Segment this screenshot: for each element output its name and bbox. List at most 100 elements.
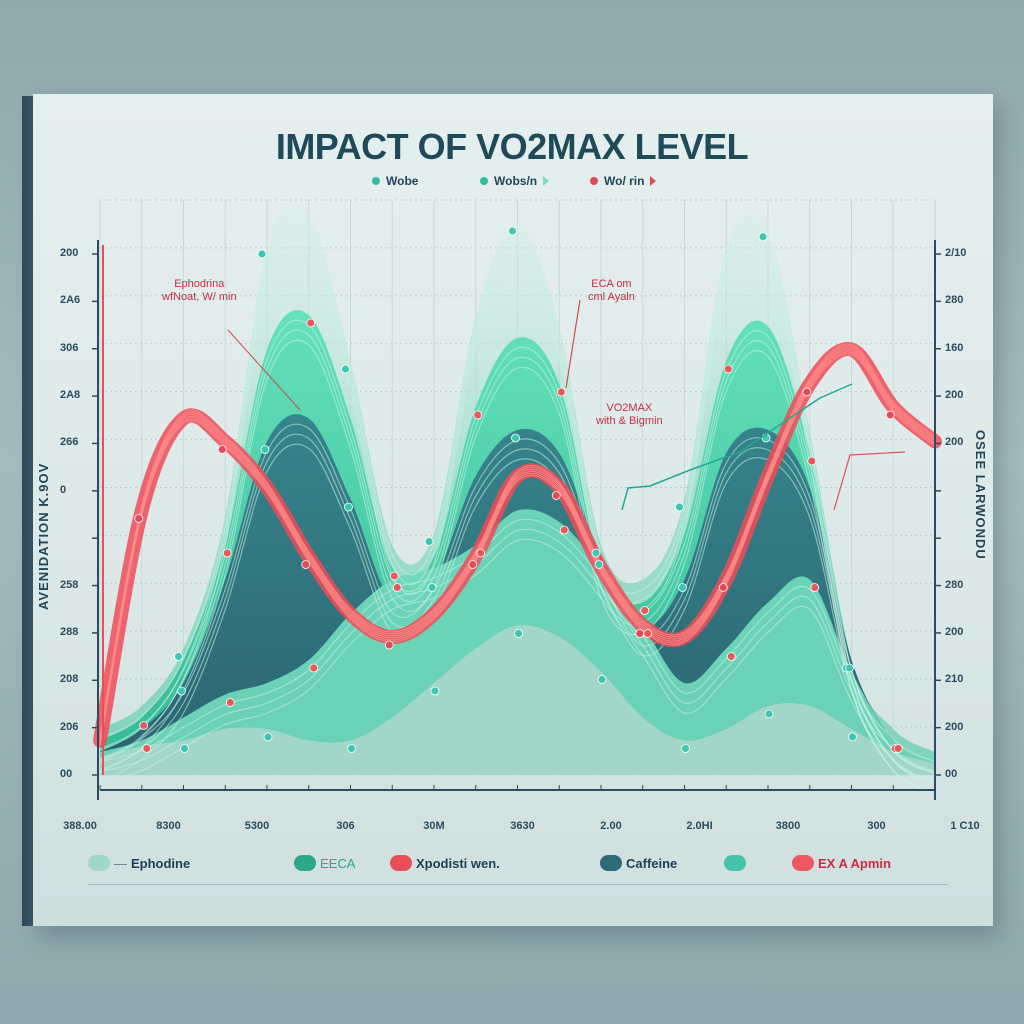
y-tick-label-right: 200 <box>945 436 964 449</box>
legend-divider <box>88 884 948 885</box>
y-tick-label-right: 200 <box>945 720 964 733</box>
top-legend-label: Wo/ rin <box>604 174 645 188</box>
data-point <box>556 387 566 397</box>
data-point <box>225 698 235 707</box>
y-tick-label-left: 00 <box>60 768 73 780</box>
data-point <box>430 686 440 696</box>
data-point <box>344 502 353 512</box>
data-point <box>591 548 601 558</box>
top-legend-item: Wobe <box>372 174 418 188</box>
data-point <box>511 433 520 443</box>
legend-item-eeca[interactable]: EECA <box>294 855 355 871</box>
legend-item-ex-apmin[interactable]: EX A Apmin <box>792 855 891 871</box>
annotation-line: Ephodrina <box>174 278 225 290</box>
x-tick-label: 306 <box>336 820 355 832</box>
data-point <box>347 744 356 753</box>
data-point <box>807 456 817 466</box>
y-tick-label-left: 306 <box>60 341 79 354</box>
y-tick-label-right: 280 <box>945 294 964 307</box>
legend-label: EX A Apmin <box>818 855 891 871</box>
red-band-line <box>99 349 936 742</box>
data-point <box>893 744 903 753</box>
data-point <box>301 560 311 569</box>
legend-item-teal[interactable] <box>724 855 750 871</box>
data-point <box>640 606 650 615</box>
y-tick-label-left: 200 <box>60 247 79 259</box>
play-triangle-icon <box>543 176 550 186</box>
data-point <box>514 629 523 638</box>
data-point <box>678 583 687 592</box>
y-tick-label-right: 200 <box>945 625 964 638</box>
legend-dot-icon <box>590 177 598 185</box>
y-tick-label-right: 280 <box>945 578 964 591</box>
top-legend-item: Wo/ rin <box>590 174 657 188</box>
legend-swatch-icon <box>88 855 110 871</box>
data-point <box>424 537 434 546</box>
board-edge-shadow <box>22 96 36 926</box>
contour-line <box>99 210 936 763</box>
x-tick-label: 3630 <box>510 820 535 832</box>
legend-dot-icon <box>480 177 488 185</box>
data-point <box>723 364 733 374</box>
annotation-leader <box>227 329 301 411</box>
x-tick-label: 5300 <box>244 820 270 832</box>
red-band-line <box>99 353 936 746</box>
legend-label: Ephodine <box>131 855 191 871</box>
annotation-vo2max: VO2MAX with & Bigmin <box>596 402 663 428</box>
annotation-line: wfNoat, W/ min <box>162 291 237 303</box>
legend-swatch-icon <box>390 855 412 871</box>
axes <box>92 240 941 800</box>
legend-label: EECA <box>320 855 356 871</box>
top-legend-label: Wobs/n <box>494 174 538 188</box>
legend-item-xpodisti[interactable]: Xpodisti wen. <box>390 855 500 871</box>
data-point <box>174 652 183 661</box>
contour-line <box>99 538 936 795</box>
data-point <box>473 410 483 420</box>
y-tick-label-left: 288 <box>60 625 79 638</box>
play-triangle-icon <box>650 176 657 186</box>
legend-dash: — <box>114 855 127 871</box>
top-legend-item: Wobs/n <box>480 174 550 188</box>
data-point <box>597 675 607 684</box>
legend-swatch-icon <box>600 855 622 871</box>
data-point <box>718 583 728 592</box>
legend-item-caffeine[interactable]: Caffeine <box>600 855 677 871</box>
data-point <box>551 491 561 500</box>
data-point <box>764 709 774 719</box>
contour-line <box>99 443 936 795</box>
data-point <box>845 663 854 673</box>
data-point <box>142 744 152 753</box>
x-tick-label: 2.00 <box>600 820 622 832</box>
data-point <box>681 744 690 753</box>
x-tick-label: 388.00 <box>63 820 97 832</box>
red-band-line <box>99 343 936 736</box>
y-tick-label-left: 2A8 <box>60 389 81 402</box>
contour-line <box>99 339 936 795</box>
contour-line <box>99 518 936 775</box>
annotation-line: ECA om <box>591 278 632 290</box>
chart-title: IMPACT OF VO2MAX LEVEL <box>275 126 749 167</box>
contour-line <box>99 528 936 785</box>
data-point <box>559 525 569 535</box>
red-band-line <box>99 351 936 744</box>
contour-line <box>99 230 936 783</box>
data-point <box>594 560 604 569</box>
data-point <box>222 548 232 558</box>
red-band-line <box>99 347 936 740</box>
data-point <box>643 629 653 638</box>
annotation-line: cml Ayaln <box>588 291 635 303</box>
annotation-leader <box>833 451 906 511</box>
y-tick-label-right: 160 <box>945 341 964 354</box>
contour-line <box>99 433 936 785</box>
data-point <box>726 652 736 661</box>
x-tick-label: 8300 <box>156 820 181 832</box>
data-point <box>260 445 270 454</box>
data-point <box>384 640 394 650</box>
legend-item-ephodine[interactable]: — Ephodine <box>88 855 190 871</box>
data-point <box>139 721 149 730</box>
x-tick-label: 2.0HI <box>686 820 713 832</box>
x-tick-label: 30M <box>423 820 445 832</box>
data-point <box>392 583 402 592</box>
area-base <box>100 625 935 775</box>
data-point <box>309 663 319 673</box>
